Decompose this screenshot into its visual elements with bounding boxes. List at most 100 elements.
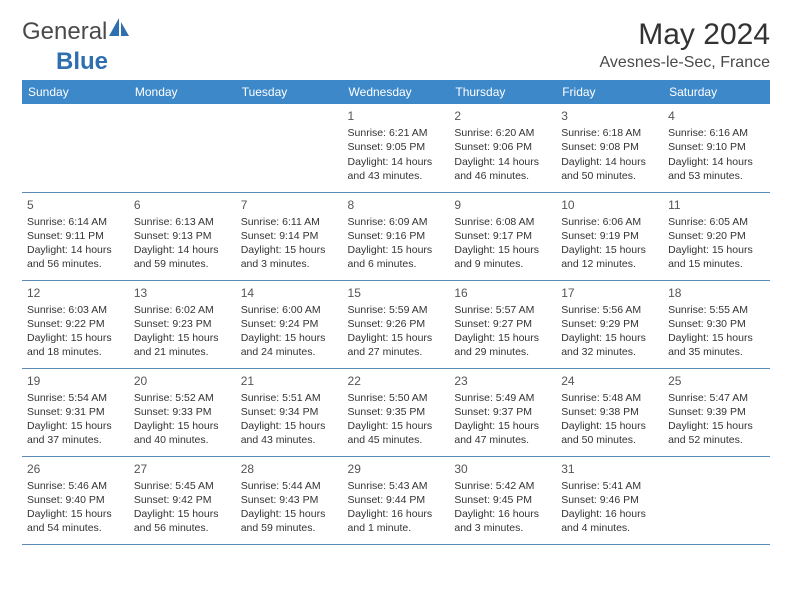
sunrise-line: Sunrise: 6:02 AM <box>134 303 231 317</box>
calendar-day-cell: 13Sunrise: 6:02 AMSunset: 9:23 PMDayligh… <box>129 280 236 368</box>
sunrise-line: Sunrise: 5:41 AM <box>561 479 658 493</box>
brand-name-2: Blue <box>56 48 108 76</box>
sunrise-line: Sunrise: 5:56 AM <box>561 303 658 317</box>
daylight-line: Daylight: 15 hours and 43 minutes. <box>241 419 338 447</box>
sunrise-line: Sunrise: 5:50 AM <box>348 391 445 405</box>
daylight-line: Daylight: 15 hours and 12 minutes. <box>561 243 658 271</box>
daylight-line: Daylight: 15 hours and 18 minutes. <box>27 331 124 359</box>
sunset-line: Sunset: 9:27 PM <box>454 317 551 331</box>
sunset-line: Sunset: 9:13 PM <box>134 229 231 243</box>
day-number: 17 <box>561 285 658 301</box>
header: General May 2024 Avesnes-le-Sec, France <box>22 18 770 72</box>
month-title: May 2024 <box>600 18 770 52</box>
daylight-line: Daylight: 14 hours and 56 minutes. <box>27 243 124 271</box>
day-number: 16 <box>454 285 551 301</box>
daylight-line: Daylight: 14 hours and 43 minutes. <box>348 155 445 183</box>
calendar-day-cell: 18Sunrise: 5:55 AMSunset: 9:30 PMDayligh… <box>663 280 770 368</box>
calendar-day-cell: 8Sunrise: 6:09 AMSunset: 9:16 PMDaylight… <box>343 192 450 280</box>
daylight-line: Daylight: 16 hours and 4 minutes. <box>561 507 658 535</box>
day-number: 18 <box>668 285 765 301</box>
day-number: 24 <box>561 373 658 389</box>
daylight-line: Daylight: 14 hours and 59 minutes. <box>134 243 231 271</box>
day-number: 12 <box>27 285 124 301</box>
daylight-line: Daylight: 15 hours and 21 minutes. <box>134 331 231 359</box>
sunrise-line: Sunrise: 5:59 AM <box>348 303 445 317</box>
sunset-line: Sunset: 9:45 PM <box>454 493 551 507</box>
sunset-line: Sunset: 9:05 PM <box>348 140 445 154</box>
day-number: 28 <box>241 461 338 477</box>
day-number: 4 <box>668 108 765 124</box>
calendar-day-cell: 17Sunrise: 5:56 AMSunset: 9:29 PMDayligh… <box>556 280 663 368</box>
sunrise-line: Sunrise: 5:43 AM <box>348 479 445 493</box>
sunset-line: Sunset: 9:23 PM <box>134 317 231 331</box>
sunrise-line: Sunrise: 6:11 AM <box>241 215 338 229</box>
calendar-day-cell: 27Sunrise: 5:45 AMSunset: 9:42 PMDayligh… <box>129 456 236 544</box>
calendar-day-cell: 26 Sunrise: 5:46 AMSunset: 9:40 PMDayligh… <box>22 456 129 544</box>
sunset-line: Sunset: 9:37 PM <box>454 405 551 419</box>
day-header: Tuesday <box>236 80 343 104</box>
sunrise-line: Sunrise: 6:05 AM <box>668 215 765 229</box>
day-number: 14 <box>241 285 338 301</box>
day-number: 2 <box>454 108 551 124</box>
sunrise-line: Sunrise: 6:18 AM <box>561 126 658 140</box>
daylight-line: Daylight: 15 hours and 32 minutes. <box>561 331 658 359</box>
sunrise-line: Sunrise: 6:00 AM <box>241 303 338 317</box>
day-header: Saturday <box>663 80 770 104</box>
sunset-line: Sunset: 9:11 PM <box>27 229 124 243</box>
daylight-line: Daylight: 15 hours and 50 minutes. <box>561 419 658 447</box>
day-number: 8 <box>348 197 445 213</box>
daylight-line: Daylight: 15 hours and 45 minutes. <box>348 419 445 447</box>
sunset-line: Sunset: 9:39 PM <box>668 405 765 419</box>
sunrise-line: Sunrise: 5:54 AM <box>27 391 124 405</box>
sunrise-line: Sunrise: 5:57 AM <box>454 303 551 317</box>
sunrise-line: Sunrise: 5:44 AM <box>241 479 338 493</box>
sunrise-line: Sunrise: 5:46 AM <box>27 479 124 493</box>
calendar-empty-cell <box>663 456 770 544</box>
calendar-day-cell: 31Sunrise: 5:41 AMSunset: 9:46 PMDayligh… <box>556 456 663 544</box>
day-number: 23 <box>454 373 551 389</box>
day-number: 6 <box>134 197 231 213</box>
calendar-day-cell: 6 Sunrise: 6:13 AMSunset: 9:13 PMDaylight… <box>129 192 236 280</box>
daylight-line: Daylight: 15 hours and 47 minutes. <box>454 419 551 447</box>
calendar-day-cell: 9Sunrise: 6:08 AMSunset: 9:17 PMDaylight… <box>449 192 556 280</box>
calendar-row: 5Sunrise: 6:14 AMSunset: 9:11 PMDaylight… <box>22 192 770 280</box>
sunset-line: Sunset: 9:40 PM <box>27 493 124 507</box>
calendar-day-cell: 11Sunrise: 6:05 AMSunset: 9:20 PMDayligh… <box>663 192 770 280</box>
daylight-line: Daylight: 15 hours and 54 minutes. <box>27 507 124 535</box>
day-number: 21 <box>241 373 338 389</box>
day-number: 3 <box>561 108 658 124</box>
sunset-line: Sunset: 9:42 PM <box>134 493 231 507</box>
calendar-row: 26Sunrise: 5:46 AMSunset: 9:40 PMDayligh… <box>22 456 770 544</box>
day-number: 26 <box>27 461 124 477</box>
day-number: 30 <box>454 461 551 477</box>
calendar-day-cell: 21Sunrise: 5:51 AMSunset: 9:34 PMDayligh… <box>236 368 343 456</box>
sail-icon <box>109 18 131 38</box>
daylight-line: Daylight: 15 hours and 56 minutes. <box>134 507 231 535</box>
day-number: 1 <box>348 108 445 124</box>
sunset-line: Sunset: 9:10 PM <box>668 140 765 154</box>
day-number: 29 <box>348 461 445 477</box>
daylight-line: Daylight: 15 hours and 35 minutes. <box>668 331 765 359</box>
sunset-line: Sunset: 9:19 PM <box>561 229 658 243</box>
day-number: 31 <box>561 461 658 477</box>
daylight-line: Daylight: 16 hours and 1 minute. <box>348 507 445 535</box>
daylight-line: Daylight: 16 hours and 3 minutes. <box>454 507 551 535</box>
calendar-day-cell: 15Sunrise: 5:59 AMSunset: 9:26 PMDayligh… <box>343 280 450 368</box>
calendar-day-cell: 23 Sunrise: 5:49 AMSunset: 9:37 PMDayligh… <box>449 368 556 456</box>
sunrise-line: Sunrise: 6:14 AM <box>27 215 124 229</box>
sunrise-line: Sunrise: 6:13 AM <box>134 215 231 229</box>
daylight-line: Daylight: 15 hours and 52 minutes. <box>668 419 765 447</box>
calendar-row: 19Sunrise: 5:54 AMSunset: 9:31 PMDayligh… <box>22 368 770 456</box>
calendar-table: SundayMondayTuesdayWednesdayThursdayFrid… <box>22 80 770 545</box>
daylight-line: Daylight: 14 hours and 53 minutes. <box>668 155 765 183</box>
sunset-line: Sunset: 9:38 PM <box>561 405 658 419</box>
sunrise-line: Sunrise: 5:49 AM <box>454 391 551 405</box>
day-header: Wednesday <box>343 80 450 104</box>
sunset-line: Sunset: 9:31 PM <box>27 405 124 419</box>
calendar-day-cell: 3Sunrise: 6:18 AMSunset: 9:08 PMDaylight… <box>556 104 663 192</box>
brand-logo: General <box>22 18 131 46</box>
calendar-day-cell: 30Sunrise: 5:42 AMSunset: 9:45 PMDayligh… <box>449 456 556 544</box>
day-number: 25 <box>668 373 765 389</box>
location-label: Avesnes-le-Sec, France <box>600 54 770 72</box>
sunset-line: Sunset: 9:30 PM <box>668 317 765 331</box>
